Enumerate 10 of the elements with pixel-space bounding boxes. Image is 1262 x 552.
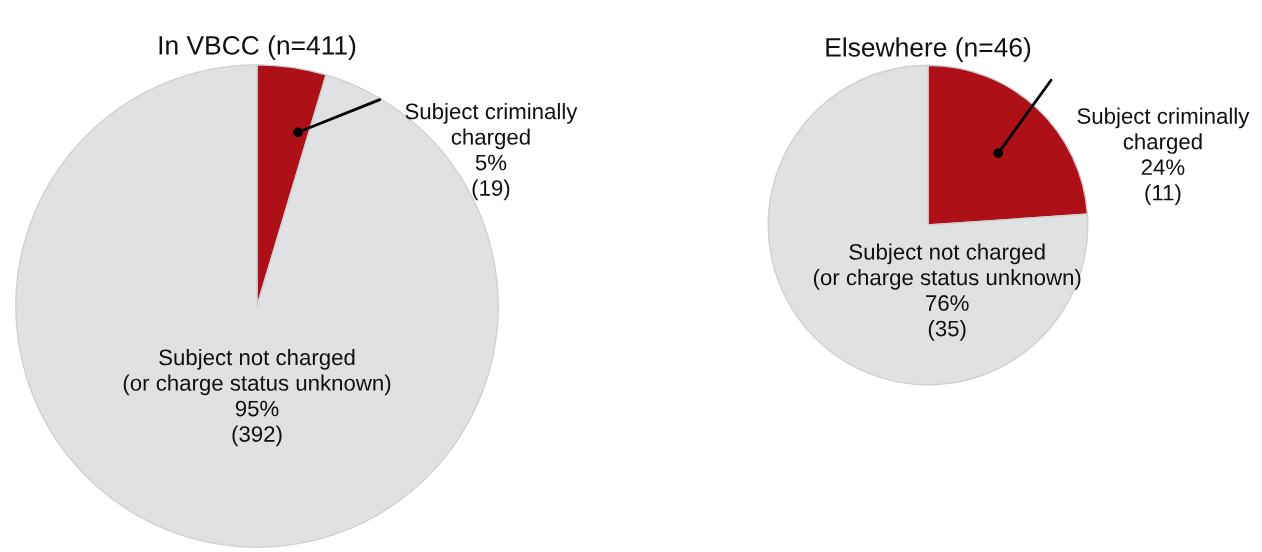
data-label: 5% (19) [472,154,510,201]
slice-label: Subject criminally charged [405,102,578,150]
chart-title: In VBCC (n=411) [159,35,356,60]
chart-title: Elsewhere (n=46) [826,37,1031,62]
slice-label: Subject not charged (or charge status unknown) [813,243,1081,290]
data-label: 24% (11) [1141,159,1185,205]
slice-label: Subject not charged (or charge status unknown) [123,348,391,396]
data-label: 95% (392) [232,400,282,447]
data-label: 76% (35) [926,295,969,341]
slice-label: Subject criminally charged [1077,107,1250,154]
